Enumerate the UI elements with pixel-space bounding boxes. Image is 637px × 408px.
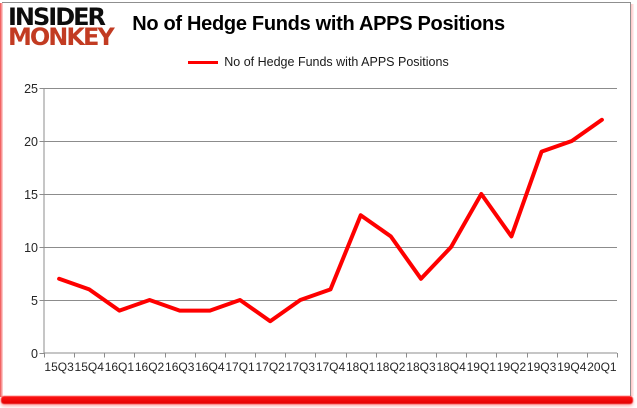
logo-text-monkey: MONKEY [8, 23, 115, 52]
chart-title: No of Hedge Funds with APPS Positions [132, 13, 505, 35]
legend-series-label: No of Hedge Funds with APPS Positions [224, 55, 449, 69]
legend: No of Hedge Funds with APPS Positions [0, 55, 637, 69]
frame-right-red-edge [631, 4, 634, 396]
logo-text-insider: INSIDER [8, 3, 106, 31]
chart-frame-border [2, 2, 631, 396]
frame-left-red-edge [0, 3, 3, 397]
frame-bottom-red-bar [1, 396, 633, 404]
insider-monkey-logo: INSIDER MONKEY [8, 3, 115, 52]
legend-line-icon [188, 60, 219, 64]
